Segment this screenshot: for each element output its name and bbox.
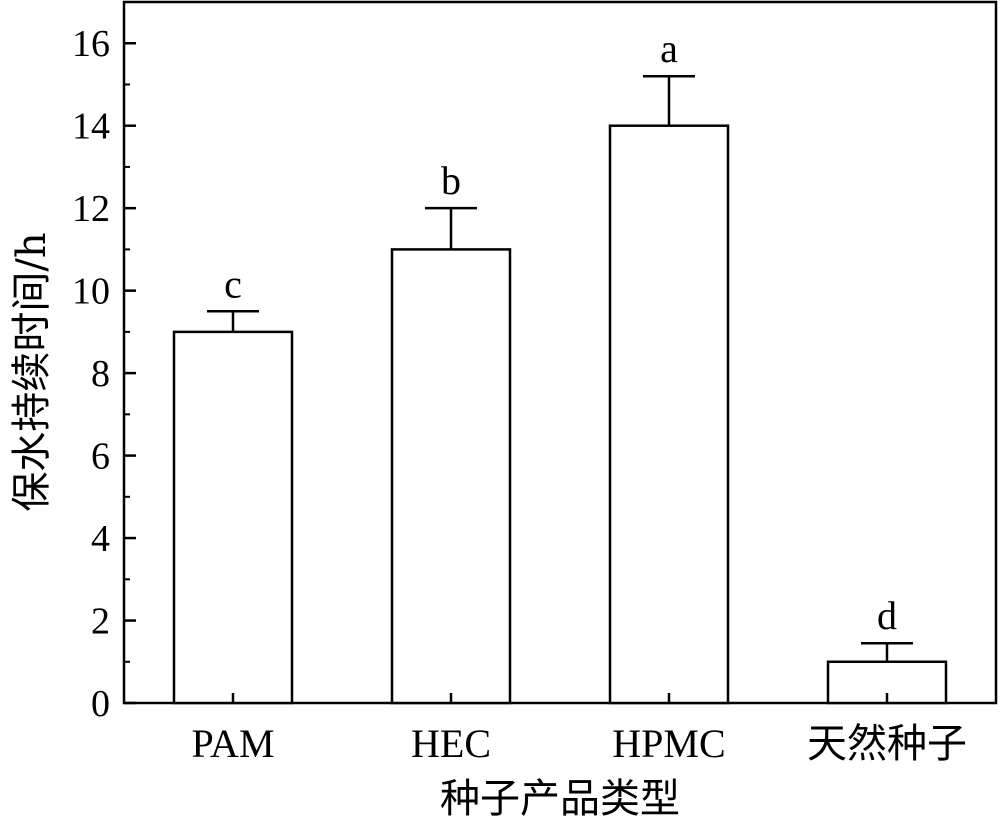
y-axis-ticks: 0 2 4 6 8 10 12 14 16 [72,23,136,725]
significance-label-4: d [877,593,897,638]
y-tick-label: 0 [91,683,110,725]
y-tick-label: 8 [91,353,110,395]
bar-2 [390,248,512,705]
x-tick-label-4: 天然种子 [807,721,967,766]
y-tick-label: 2 [91,601,110,643]
y-tick-label: 14 [72,106,110,148]
significance-label-2: b [441,158,461,203]
plot-frame [122,0,998,705]
y-tick-label: 6 [91,436,110,478]
x-tick-label-1: PAM [191,721,274,766]
bar-1 [172,330,294,705]
y-tick-label: 10 [72,271,110,313]
bar-3 [608,124,730,705]
bars: c b a d [172,26,948,705]
y-tick-label: 16 [72,23,110,65]
x-tick-label-2: HEC [411,721,491,766]
x-axis-ticks: PAM HEC HPMC 天然种子 [191,693,967,766]
significance-label-3: a [660,26,678,71]
y-tick-label: 12 [72,188,110,230]
significance-label-1: c [224,261,242,306]
x-axis-title: 种子产品类型 [440,776,680,822]
plot-area [122,0,998,705]
x-tick-label-3: HPMC [612,721,725,766]
y-axis-title: 保水持续时间/h [9,232,55,511]
y-tick-label: 4 [91,518,110,560]
